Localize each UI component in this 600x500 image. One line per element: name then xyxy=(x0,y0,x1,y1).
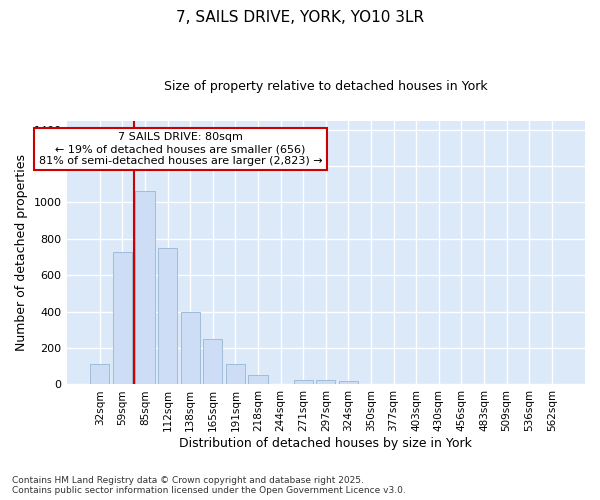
Bar xyxy=(90,364,109,384)
Text: 7 SAILS DRIVE: 80sqm
← 19% of detached houses are smaller (656)
81% of semi-deta: 7 SAILS DRIVE: 80sqm ← 19% of detached h… xyxy=(39,132,322,166)
Bar xyxy=(248,376,268,384)
Y-axis label: Number of detached properties: Number of detached properties xyxy=(15,154,28,351)
Bar xyxy=(203,339,223,384)
Text: Contains HM Land Registry data © Crown copyright and database right 2025.
Contai: Contains HM Land Registry data © Crown c… xyxy=(12,476,406,495)
X-axis label: Distribution of detached houses by size in York: Distribution of detached houses by size … xyxy=(179,437,472,450)
Bar xyxy=(339,381,358,384)
Bar xyxy=(293,380,313,384)
Bar xyxy=(181,312,200,384)
Bar xyxy=(226,364,245,384)
Title: Size of property relative to detached houses in York: Size of property relative to detached ho… xyxy=(164,80,488,93)
Bar xyxy=(136,190,155,384)
Bar xyxy=(316,380,335,384)
Bar xyxy=(158,248,177,384)
Bar xyxy=(113,252,132,384)
Text: 7, SAILS DRIVE, YORK, YO10 3LR: 7, SAILS DRIVE, YORK, YO10 3LR xyxy=(176,10,424,25)
